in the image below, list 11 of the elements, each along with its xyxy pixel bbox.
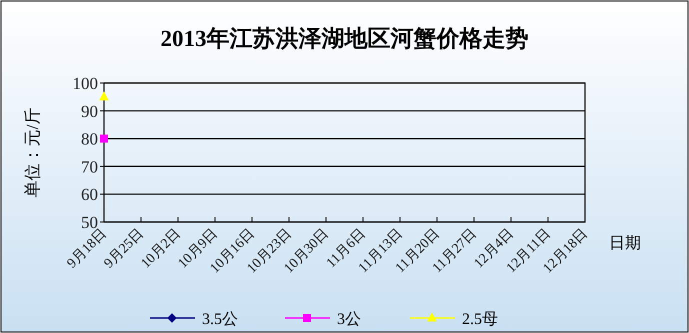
y-tick-label: 60 bbox=[81, 185, 98, 204]
legend-label: 2.5母 bbox=[462, 311, 498, 328]
legend-label: 3公 bbox=[337, 311, 361, 328]
legend-label: 3.5公 bbox=[202, 311, 238, 328]
y-axis-title: 单位：元/斤 bbox=[23, 108, 42, 198]
chart-title: 2013年江苏洪泽湖地区河蟹价格走势 bbox=[160, 26, 528, 51]
y-tick-label: 70 bbox=[81, 157, 98, 176]
x-axis-title: 日期 bbox=[609, 234, 641, 252]
y-tick-label: 80 bbox=[81, 130, 98, 149]
y-tick-label: 100 bbox=[72, 74, 98, 93]
y-tick-label: 90 bbox=[81, 102, 98, 121]
